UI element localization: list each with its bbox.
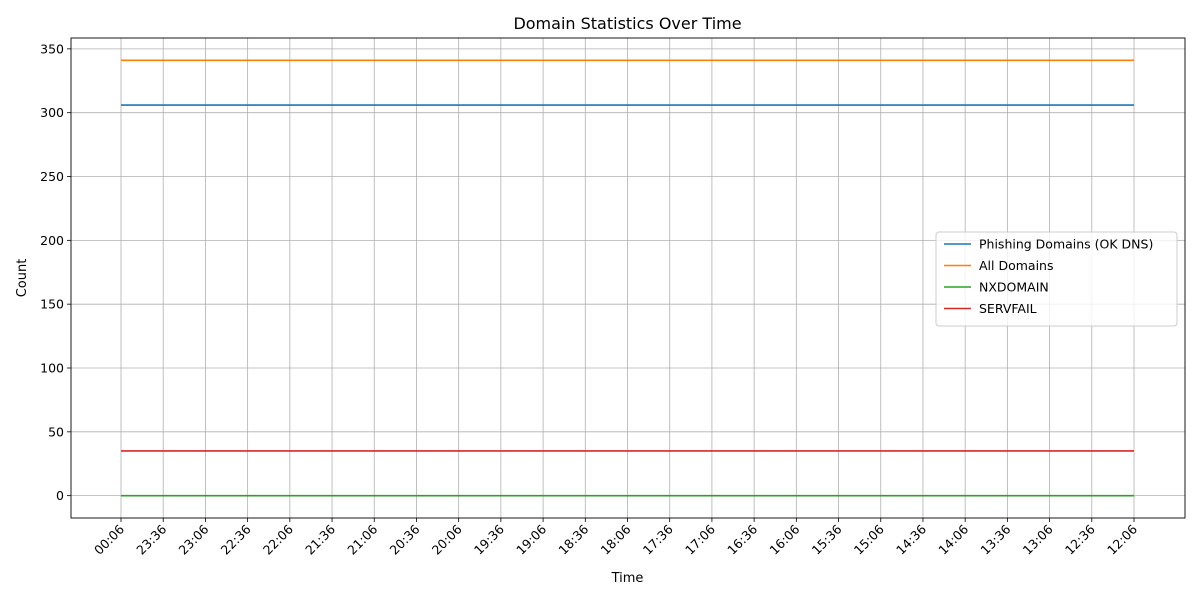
x-tick-label: 20:06 bbox=[429, 521, 465, 557]
x-tick-label: 15:06 bbox=[851, 521, 887, 557]
x-axis-label: Time bbox=[611, 571, 644, 586]
y-tick-label: 250 bbox=[40, 169, 64, 184]
x-axis-ticks: 00:06 23:36 23:06 22:36 22:06 21:36 21:06 20:36… bbox=[91, 518, 1140, 558]
x-tick-label: 13:36 bbox=[977, 521, 1013, 557]
x-tick-label: 17:06 bbox=[682, 521, 718, 557]
x-tick-label: 15:36 bbox=[809, 521, 845, 557]
x-tick-label: 20:36 bbox=[386, 521, 422, 557]
y-axis-label: Count bbox=[15, 259, 30, 298]
y-tick-label: 100 bbox=[40, 361, 64, 376]
x-tick-label: 21:06 bbox=[344, 521, 380, 557]
x-tick-label: 18:36 bbox=[555, 521, 591, 557]
x-tick-label: 12:36 bbox=[1062, 521, 1098, 557]
x-tick-label: 23:36 bbox=[133, 521, 169, 557]
x-tick-label: 23:06 bbox=[175, 521, 211, 557]
x-tick-label: 19:06 bbox=[513, 521, 549, 557]
legend-label-servfail: SERVFAIL bbox=[979, 301, 1037, 316]
x-tick-label: 16:06 bbox=[766, 521, 802, 557]
y-tick-label: 50 bbox=[48, 424, 64, 439]
x-tick-label: 22:36 bbox=[218, 521, 254, 557]
y-tick-label: 200 bbox=[40, 233, 64, 248]
legend-label-phishing-domains-ok-dns: Phishing Domains (OK DNS) bbox=[979, 237, 1153, 252]
x-tick-label: 00:06 bbox=[91, 521, 127, 557]
y-tick-label: 150 bbox=[40, 297, 64, 312]
x-tick-label: 18:06 bbox=[598, 521, 634, 557]
legend-label-all-domains: All Domains bbox=[979, 258, 1054, 273]
y-tick-label: 350 bbox=[40, 41, 64, 56]
x-tick-label: 16:36 bbox=[724, 521, 760, 557]
series-lines bbox=[121, 59, 1134, 497]
x-tick-label: 21:36 bbox=[302, 521, 338, 557]
x-tick-label: 22:06 bbox=[260, 521, 296, 557]
x-tick-label: 13:06 bbox=[1020, 521, 1056, 557]
plot-frame bbox=[70, 37, 1186, 519]
chart-title: Domain Statistics Over Time bbox=[513, 14, 741, 33]
x-tick-label: 14:36 bbox=[893, 521, 929, 557]
legend-box bbox=[935, 231, 1178, 327]
x-tick-label: 12:06 bbox=[1104, 521, 1140, 557]
y-axis-ticks: 0 50 100 150 200 250 300 350 bbox=[40, 41, 71, 503]
legend-label-nxdomain: NXDOMAIN bbox=[979, 280, 1049, 295]
x-tick-label: 14:06 bbox=[935, 521, 971, 557]
legend: Phishing Domains (OK DNS) All Domains NXDO… bbox=[935, 231, 1178, 327]
y-tick-label: 300 bbox=[40, 105, 64, 120]
x-tick-label: 19:36 bbox=[471, 521, 507, 557]
y-tick-label: 0 bbox=[56, 488, 64, 503]
x-tick-label: 17:36 bbox=[640, 521, 676, 557]
